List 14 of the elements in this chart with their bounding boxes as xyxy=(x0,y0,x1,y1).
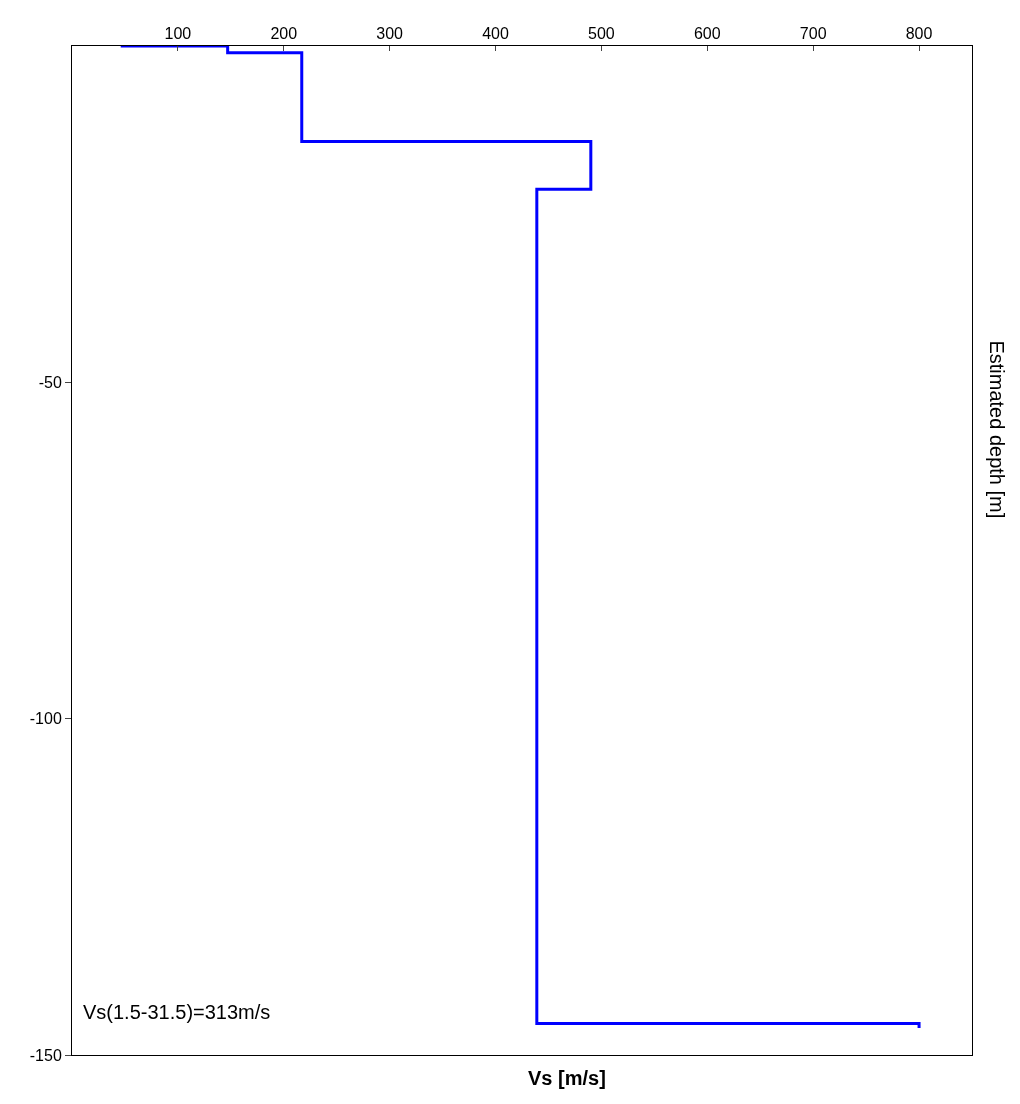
annotation: Vs(1.5-31.5)=313m/s xyxy=(83,1001,271,1023)
x-tick-label: 500 xyxy=(588,24,615,42)
x-tick-label: 700 xyxy=(799,24,827,42)
x-tick-label: 800 xyxy=(905,24,933,42)
x-tick-label: 600 xyxy=(693,24,721,42)
x-tick-label: 400 xyxy=(482,24,509,42)
x-tick-label: 100 xyxy=(164,24,192,42)
x-tick-label: 300 xyxy=(376,24,404,42)
y-tick-label: -150 xyxy=(29,1046,62,1064)
x-axis-title: Vs [m/s] xyxy=(528,1067,606,1089)
x-tick-label: 200 xyxy=(270,24,298,42)
y-tick-label: -100 xyxy=(29,710,62,728)
y-axis-title: Estimated depth [m] xyxy=(986,340,1009,519)
y-tick-label: -50 xyxy=(38,373,62,391)
